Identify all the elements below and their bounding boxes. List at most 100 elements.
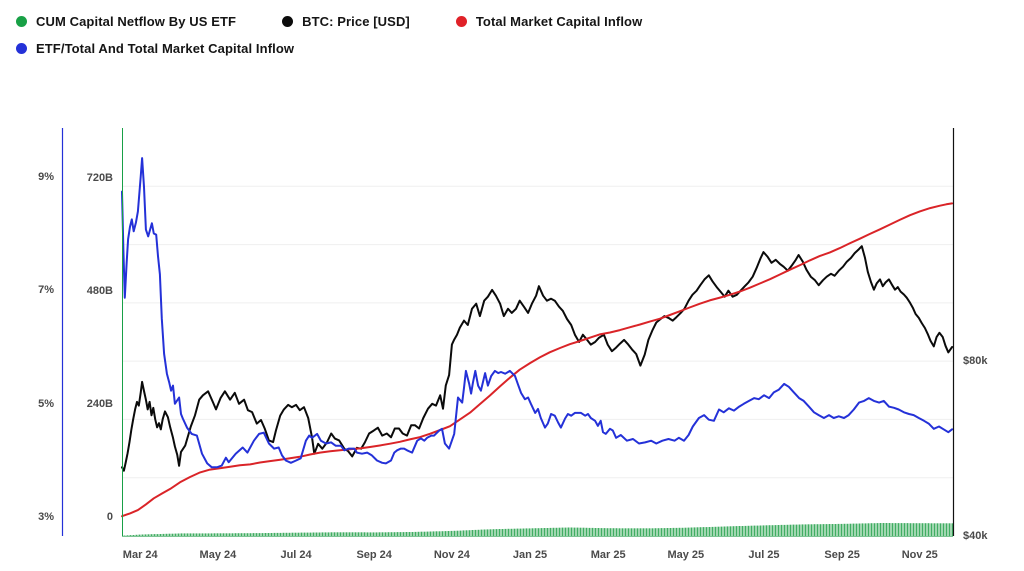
netflow-bar bbox=[165, 533, 168, 536]
netflow-bar bbox=[639, 528, 642, 536]
netflow-bar bbox=[576, 527, 579, 536]
netflow-bar bbox=[147, 534, 150, 536]
netflow-bar bbox=[858, 523, 861, 536]
netflow-bar bbox=[333, 532, 336, 536]
netflow-bar bbox=[633, 528, 636, 536]
netflow-bar bbox=[456, 530, 459, 536]
netflow-bar bbox=[762, 525, 765, 536]
netflow-bar bbox=[885, 523, 888, 536]
netflow-bar bbox=[585, 527, 588, 536]
netflow-bar bbox=[255, 533, 258, 536]
netflow-bar bbox=[918, 523, 921, 536]
legend-row: CUM Capital Netflow By US ETF BTC: Price … bbox=[16, 8, 642, 35]
netflow-bar bbox=[840, 523, 843, 536]
legend-dot-icon bbox=[282, 16, 294, 27]
netflow-bar bbox=[348, 532, 351, 536]
netflow-bar bbox=[912, 523, 915, 536]
netflow-bar bbox=[675, 527, 678, 536]
netflow-bar bbox=[336, 532, 339, 536]
netflow-bar bbox=[564, 527, 567, 536]
netflow-bar bbox=[663, 528, 666, 536]
netflow-bar bbox=[657, 528, 660, 536]
netflow-bar bbox=[447, 531, 450, 536]
netflow-bar bbox=[600, 528, 603, 536]
netflow-bar bbox=[180, 533, 183, 536]
netflow-bar bbox=[561, 527, 564, 536]
netflow-bar bbox=[144, 534, 147, 536]
netflow-bar bbox=[558, 527, 561, 536]
netflow-bar bbox=[411, 532, 414, 536]
netflow-bar bbox=[924, 523, 927, 536]
netflow-bar bbox=[741, 526, 744, 536]
netflow-bar bbox=[321, 532, 324, 536]
netflow-bar bbox=[318, 532, 321, 536]
legend-item-label: ETF/Total And Total Market Capital Inflo… bbox=[36, 41, 295, 56]
netflow-bar bbox=[768, 525, 771, 536]
netflow-bar bbox=[339, 532, 342, 536]
netflow-bar bbox=[888, 523, 891, 536]
netflow-bar bbox=[624, 528, 627, 536]
netflow-bar bbox=[435, 531, 438, 536]
netflow-bar bbox=[297, 532, 300, 536]
netflow-bar bbox=[480, 529, 483, 536]
netflow-bar bbox=[783, 524, 786, 536]
netflow-bar bbox=[537, 528, 540, 536]
netflow-bar bbox=[156, 534, 159, 536]
netflow-bar bbox=[309, 532, 312, 536]
netflow-bar bbox=[177, 533, 180, 536]
netflow-bar bbox=[312, 532, 315, 536]
netflow-bar bbox=[171, 533, 174, 536]
netflow-bar bbox=[429, 531, 432, 536]
netflow-bar bbox=[621, 528, 624, 536]
netflow-bar bbox=[834, 524, 837, 536]
legend-item-etf-netflow[interactable]: CUM Capital Netflow By US ETF bbox=[16, 14, 236, 29]
netflow-bar bbox=[672, 527, 675, 536]
netflow-bar bbox=[393, 532, 396, 536]
netflow-bar bbox=[168, 533, 171, 536]
netflow-bar bbox=[216, 533, 219, 536]
netflow-bar bbox=[828, 524, 831, 536]
netflow-bar bbox=[432, 531, 435, 536]
netflow-bar bbox=[900, 523, 903, 536]
netflow-bar bbox=[186, 533, 189, 536]
netflow-bar bbox=[441, 531, 444, 536]
netflow-bar bbox=[771, 525, 774, 536]
legend-item-etf-ratio[interactable]: ETF/Total And Total Market Capital Inflo… bbox=[16, 41, 294, 56]
netflow-bar bbox=[471, 530, 474, 536]
netflow-bar bbox=[525, 528, 528, 536]
netflow-bar bbox=[615, 528, 618, 536]
netflow-bar bbox=[594, 528, 597, 536]
netflow-bar bbox=[261, 533, 264, 536]
netflow-bar bbox=[705, 527, 708, 536]
netflow-bar bbox=[252, 533, 255, 536]
netflow-bar bbox=[231, 533, 234, 536]
netflow-bar bbox=[939, 523, 942, 536]
netflow-bar bbox=[375, 532, 378, 536]
netflow-bar bbox=[276, 532, 279, 536]
netflow-bar bbox=[240, 533, 243, 536]
netflow-bar bbox=[687, 527, 690, 536]
netflow-bar bbox=[159, 534, 162, 536]
netflow-bar bbox=[735, 526, 738, 536]
netflow-bar bbox=[546, 528, 549, 536]
netflow-bar bbox=[684, 527, 687, 536]
netflow-bar bbox=[402, 532, 405, 536]
netflow-bar bbox=[810, 524, 813, 536]
netflow-bar bbox=[699, 527, 702, 536]
netflow-bar bbox=[258, 533, 261, 536]
netflow-bar bbox=[774, 525, 777, 536]
netflow-bar bbox=[876, 523, 879, 536]
netflow-bar bbox=[201, 533, 204, 536]
legend-item-btc-price[interactable]: BTC: Price [USD] bbox=[282, 14, 410, 29]
netflow-bar bbox=[897, 523, 900, 536]
legend-item-market-inflow[interactable]: Total Market Capital Inflow bbox=[455, 14, 642, 29]
netflow-bar bbox=[930, 523, 933, 536]
netflow-bar bbox=[477, 529, 480, 536]
netflow-bar bbox=[459, 530, 462, 536]
netflow-bar bbox=[729, 526, 732, 536]
netflow-bar bbox=[495, 529, 498, 536]
legend-row: ETF/Total And Total Market Capital Inflo… bbox=[16, 35, 642, 62]
netflow-bar bbox=[933, 523, 936, 536]
